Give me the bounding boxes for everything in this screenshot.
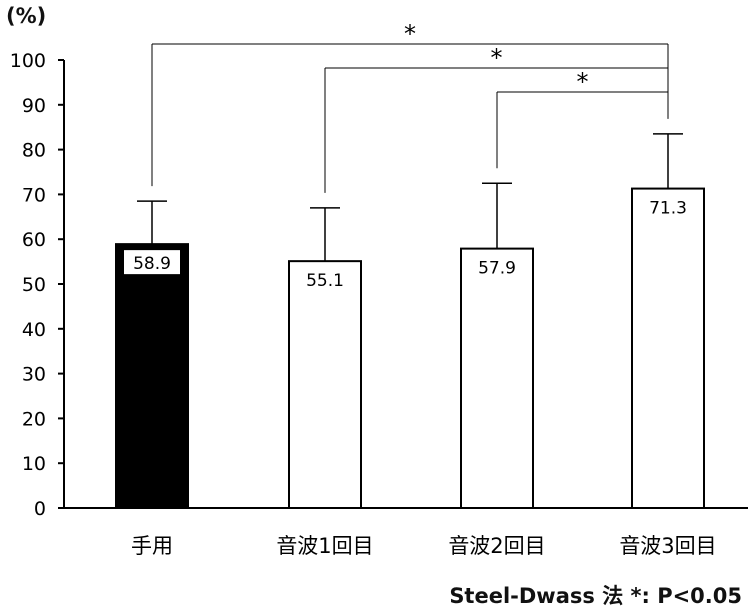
value-label-box [297,267,353,292]
y-tick-label: 30 [22,364,46,386]
value-label: 58.9 [133,254,171,274]
value-label-box [124,250,180,275]
value-label: 57.9 [478,259,516,279]
value-label-box [469,254,525,279]
y-tick-label: 100 [10,50,46,72]
category-label: 音波1回目 [276,534,373,558]
significance-star: * [404,20,416,48]
y-tick-label: 0 [34,498,46,520]
bar [460,247,534,509]
y-tick-label: 40 [22,319,46,341]
statistical-test-footnote: Steel-Dwass 法 *: P<0.05 [449,584,742,608]
value-label: 55.1 [306,271,344,291]
y-tick-label: 70 [22,184,46,206]
significance-star: * [577,68,589,96]
bar [115,243,189,510]
y-tick-label: 80 [22,140,46,162]
y-axis-unit-label: (%) [6,4,47,28]
y-tick-label: 60 [22,229,46,251]
bar [288,260,362,510]
value-label: 71.3 [649,199,687,219]
category-label: 手用 [131,534,173,558]
y-tick-label: 50 [22,274,46,296]
value-label-box [640,194,696,219]
y-tick-label: 20 [22,408,46,430]
y-tick-label: 10 [22,453,46,475]
significance-star: * [491,44,503,72]
category-label: 音波2回目 [448,534,545,558]
y-tick-label: 90 [22,95,46,117]
category-label: 音波3回目 [619,534,716,558]
bar [631,187,705,510]
